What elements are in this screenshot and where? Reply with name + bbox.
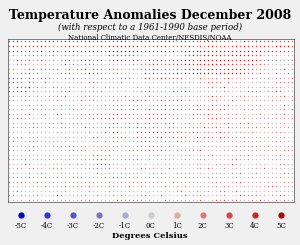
Text: 3C: 3C bbox=[224, 222, 234, 230]
Text: -4C: -4C bbox=[40, 222, 52, 230]
Text: -3C: -3C bbox=[67, 222, 79, 230]
Text: 5C: 5C bbox=[276, 222, 286, 230]
Text: Temperature Anomalies December 2008: Temperature Anomalies December 2008 bbox=[9, 9, 291, 22]
Text: National Climatic Data Center/NESDIS/NOAA: National Climatic Data Center/NESDIS/NOA… bbox=[68, 34, 232, 42]
Text: 4C: 4C bbox=[250, 222, 260, 230]
Text: (with respect to a 1961-1990 base period): (with respect to a 1961-1990 base period… bbox=[58, 23, 242, 32]
Text: 0C: 0C bbox=[146, 222, 156, 230]
Text: 2C: 2C bbox=[198, 222, 208, 230]
Text: 1C: 1C bbox=[172, 222, 182, 230]
Text: Degrees Celsius: Degrees Celsius bbox=[112, 232, 188, 240]
Text: -1C: -1C bbox=[118, 222, 131, 230]
Text: -5C: -5C bbox=[14, 222, 27, 230]
Text: -2C: -2C bbox=[93, 222, 105, 230]
